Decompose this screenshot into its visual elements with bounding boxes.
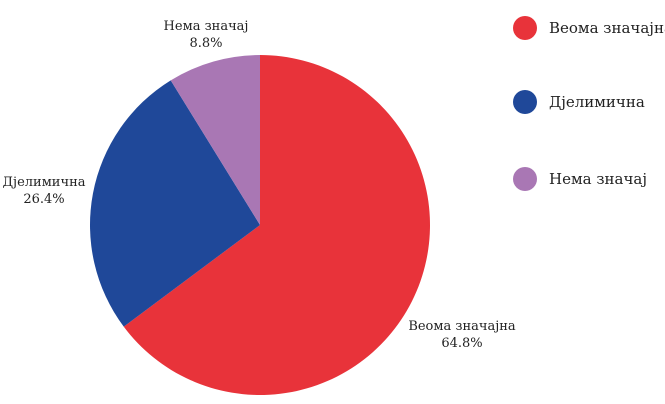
slice-percent-label: 8.8% (189, 36, 222, 51)
slice-percent-label: 64.8% (441, 336, 482, 351)
legend-swatch (513, 16, 537, 40)
legend: Веома значајна Дјелимична Нема значај (513, 16, 665, 191)
slice-percent-label: 26.4% (23, 192, 64, 207)
pie-slices (89, 55, 430, 395)
slice-labels: Веома значајна 64.8% Дјелимична 26.4% Нема з… (2, 19, 515, 351)
legend-swatch (513, 167, 537, 191)
legend-label: Веома значајна (549, 19, 665, 37)
slice-name-label: Дјелимична (2, 175, 85, 190)
legend-label: Дјелимична (549, 93, 645, 111)
slice-name-label: Веома значајна (408, 319, 516, 334)
legend-swatch (513, 90, 537, 114)
pie-slice-3 (170, 55, 260, 225)
slice-name-label: Нема значај (164, 19, 249, 34)
pie-slice-2 (89, 80, 260, 327)
legend-label: Нема значај (549, 170, 647, 188)
pie-slice-1 (123, 55, 430, 395)
